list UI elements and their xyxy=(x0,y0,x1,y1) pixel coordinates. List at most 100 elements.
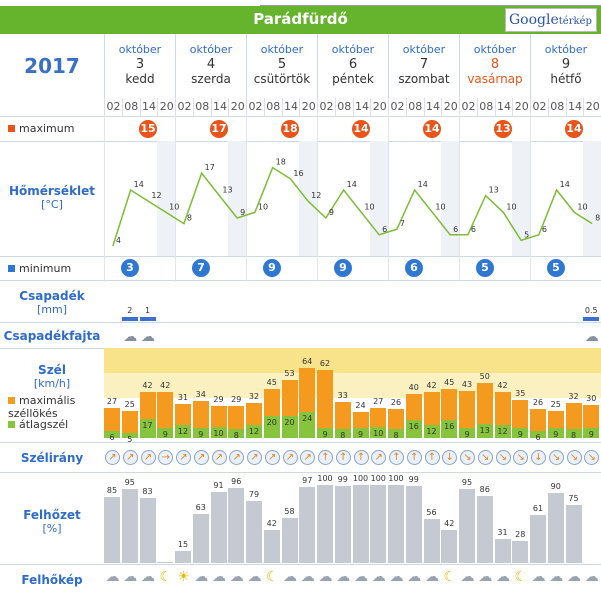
day-header: október 6 péntek xyxy=(317,34,388,98)
precip-type-label: Csapadékfajta xyxy=(3,329,101,343)
wind-direction-arrow-icon: ↘ xyxy=(566,450,582,465)
wind-direction-arrow-icon: ↑ xyxy=(406,450,422,465)
temperature-value: 17 xyxy=(205,163,215,172)
wind-gust-bar xyxy=(157,391,174,438)
cloud-weather-icon: ☁ xyxy=(229,569,244,585)
day-day: 6 xyxy=(348,57,358,72)
hour-label: 20 xyxy=(157,98,175,116)
wind-direction-arrow-icon: ↗ xyxy=(229,450,245,465)
wind-gust-bar xyxy=(317,369,333,438)
hour-label: 08 xyxy=(192,98,211,116)
wind-direction-arrow-icon: → xyxy=(158,450,174,465)
wind-avg-value: 16 xyxy=(408,422,419,432)
cloud-weather-icon: ☁ xyxy=(389,569,404,585)
temperature-value: 6 xyxy=(382,225,387,234)
cloud-weather-icon: ☁ xyxy=(478,569,493,585)
min-temp-badge: 6 xyxy=(405,259,423,277)
min-temp-badge: 3 xyxy=(121,259,139,277)
wind-direction-arrow-icon: ↑ xyxy=(389,450,404,465)
cloud-cover-value: 100 xyxy=(370,474,386,483)
temperature-value: 8 xyxy=(187,214,192,223)
wind-band-mid xyxy=(104,373,601,398)
wind-avg-bar xyxy=(405,420,422,438)
day-separator xyxy=(317,116,318,282)
day-weekday: szombat xyxy=(398,72,450,86)
day-header: október 3 kedd xyxy=(104,34,175,98)
precip-bar xyxy=(583,317,600,321)
wind-gust-value: 53 xyxy=(284,368,295,378)
wind-avg-value: 24 xyxy=(302,413,313,423)
wind-avg-bar xyxy=(370,427,387,438)
cloud-cover-value: 83 xyxy=(142,487,153,497)
cloud-weather-icon: ☁ xyxy=(105,569,120,585)
temperature-value: 6 xyxy=(542,225,547,234)
cloud-weather-icon: ☁ xyxy=(531,569,546,585)
day-separator xyxy=(388,116,389,282)
wind-avg-bar xyxy=(157,428,174,438)
wind-avg-bar xyxy=(317,428,333,438)
cloud-cover-value: 100 xyxy=(388,474,404,483)
wind-avg-value: 17 xyxy=(142,421,153,431)
cloud-cover-value: 99 xyxy=(337,474,348,484)
wind-avg-value: 8 xyxy=(233,431,239,441)
wind-avg-bar xyxy=(192,428,209,438)
google-map-link[interactable]: Googletérkép xyxy=(505,8,597,32)
wind-avg-bar xyxy=(565,429,582,438)
day-month: október xyxy=(544,43,588,56)
wind-avg-value: 10 xyxy=(373,429,384,438)
cloud-cover-value: 28 xyxy=(515,530,526,540)
cloud-cover-bar xyxy=(175,551,191,563)
day-header: október 7 szombat xyxy=(388,34,459,98)
wind-gust-value: 29 xyxy=(213,395,224,405)
cloud-cover-value: 56 xyxy=(426,508,437,518)
day-weekday: vasárnap xyxy=(467,72,523,86)
wind-gust-value: 30 xyxy=(586,394,597,403)
hour-label: 14 xyxy=(423,98,442,116)
cloud-weather-icon: ☾ xyxy=(443,569,457,585)
day-weekday: kedd xyxy=(125,72,155,86)
cloud-weather-icon: ☁ xyxy=(354,569,368,585)
cloud-cover-bar xyxy=(334,485,351,563)
wind-gust-value: 27 xyxy=(373,397,384,407)
wind-direction-arrow-icon: ↘ xyxy=(460,450,475,465)
wind-avg-bar xyxy=(352,428,369,438)
cloud-cover-bar xyxy=(565,504,582,563)
wind-avg-bar xyxy=(281,416,298,438)
wind-gust-value: 33 xyxy=(337,390,348,400)
day-header: október 9 hétfő xyxy=(530,34,601,98)
cloud-cover-value: 100 xyxy=(317,474,333,483)
night-shade xyxy=(157,141,175,256)
wind-avg-bar xyxy=(263,416,280,438)
wind-direction-arrow-icon: ↗ xyxy=(264,450,280,465)
day-month: október xyxy=(189,43,233,56)
wind-avg-bar xyxy=(423,424,440,438)
hour-label: 02 xyxy=(104,98,122,116)
cloud-cover-value: 95 xyxy=(461,477,473,487)
hour-label: 08 xyxy=(263,98,282,116)
day-separator xyxy=(459,116,460,282)
max-label: maximum xyxy=(8,122,112,135)
day-day: 4 xyxy=(206,57,216,72)
cloud-cover-bar xyxy=(246,501,262,563)
wind-direction-arrow-icon: ↗ xyxy=(193,450,209,465)
precip-value: 1 xyxy=(144,306,151,315)
day-weekday: csütörtök xyxy=(253,72,311,86)
wind-direction-arrow-icon: ↑ xyxy=(353,450,369,465)
wind-avg-bar xyxy=(388,429,404,438)
cloud-weather-icon: ☁ xyxy=(496,569,510,585)
min-temp-badge: 9 xyxy=(263,259,281,277)
wind-gust-value: 45 xyxy=(266,377,277,387)
cloud-cover-bar xyxy=(423,519,440,563)
cloud-cover-bar xyxy=(441,530,458,563)
temperature-value: 9 xyxy=(329,208,334,217)
wind-avg-value: 16 xyxy=(444,422,455,432)
wind-gust-value: 64 xyxy=(302,356,313,366)
cloud-cover-bar xyxy=(494,538,511,563)
wind-avg-bar xyxy=(104,431,120,438)
wind-gust-value: 31 xyxy=(177,392,189,402)
wind-gust-value: 35 xyxy=(515,388,526,398)
cloud-weather-icon: ☁ xyxy=(318,569,333,585)
avg-legend: átlagszél xyxy=(8,418,112,431)
day-month: október xyxy=(260,43,304,56)
max-temp-badge: 14 xyxy=(423,120,441,138)
